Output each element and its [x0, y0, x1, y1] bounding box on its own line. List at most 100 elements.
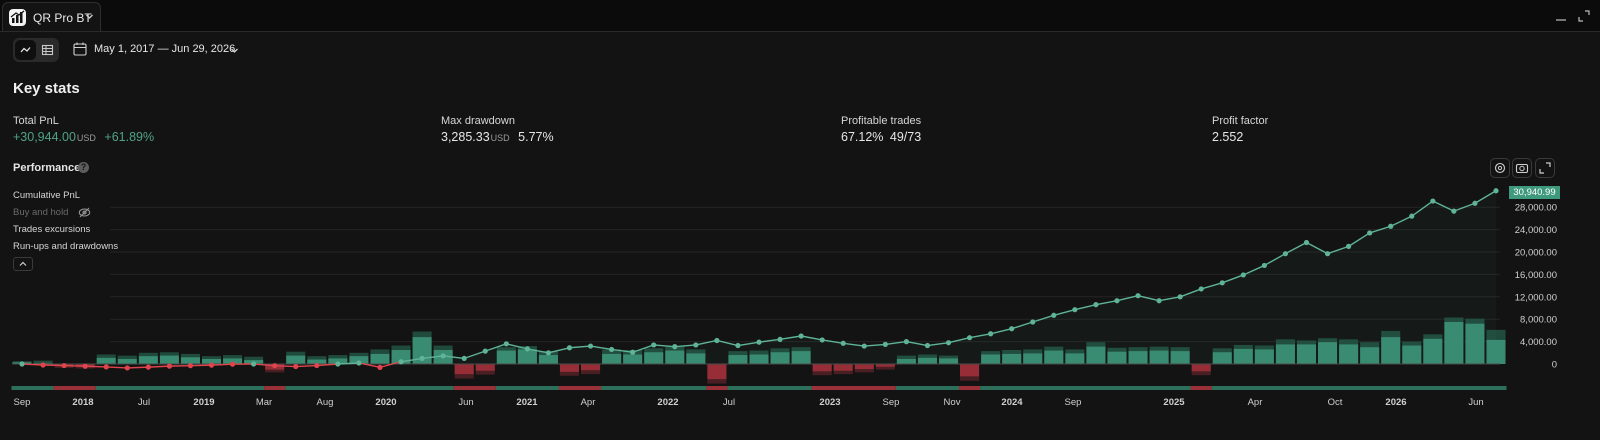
trade-strip-segment — [495, 386, 559, 390]
trade-excursion-bar — [1423, 338, 1443, 364]
trade-excursion-bar — [1254, 349, 1274, 364]
tab-qr-pro-bt[interactable]: QR Pro BT — [2, 2, 101, 31]
trade-excursion-bar — [707, 364, 727, 380]
cumulative-line-segment — [1306, 241, 1328, 255]
cumulative-point — [1324, 251, 1331, 257]
cumulative-point — [461, 355, 467, 361]
cumulative-point — [1451, 208, 1457, 214]
cumulative-line-segment — [674, 344, 696, 348]
max-drawdown-label: Max drawdown — [441, 115, 515, 127]
trade-strip-segment — [53, 386, 96, 390]
gear-icon — [1494, 162, 1506, 174]
trade-excursion-bar — [665, 350, 685, 364]
cumulative-point — [293, 363, 299, 370]
minimize-icon[interactable] — [1553, 8, 1569, 24]
cumulative-point — [1114, 298, 1120, 304]
cumulative-line-segment — [274, 364, 296, 368]
cumulative-point — [651, 342, 657, 348]
trade-strip-segment — [453, 386, 496, 390]
trade-strip-segment — [727, 386, 812, 390]
settings-button[interactable] — [1490, 158, 1510, 178]
table-view-button[interactable] — [37, 40, 58, 60]
cumulative-line-segment — [485, 343, 507, 352]
cumulative-point — [314, 362, 320, 369]
trade-excursion-bar — [938, 358, 959, 364]
x-tick-label: 2024 — [1001, 397, 1023, 408]
trade-excursion-bar — [286, 355, 306, 364]
cumulative-point — [1409, 213, 1415, 219]
cumulative-line-segment — [822, 339, 844, 344]
cumulative-point — [1135, 293, 1141, 299]
cumulative-point — [208, 362, 215, 368]
cumulative-point — [482, 348, 488, 354]
cumulative-point — [124, 365, 130, 371]
trade-excursion-bar — [1023, 353, 1043, 364]
x-tick-label: Apr — [1248, 397, 1263, 408]
help-icon[interactable]: ? — [78, 162, 89, 173]
trade-excursion-bar — [201, 358, 222, 364]
trade-excursion-bar — [1296, 344, 1317, 364]
view-toggle — [13, 38, 59, 62]
cumulative-line-segment — [1327, 245, 1349, 255]
trade-excursion-bar — [559, 364, 580, 372]
cumulative-line-segment — [1432, 200, 1455, 212]
chevron-down-icon[interactable] — [85, 12, 94, 21]
trade-excursion-bar — [328, 358, 348, 364]
cumulative-point — [19, 361, 25, 367]
profit-factor-value: 2.552 — [1212, 130, 1244, 144]
cumulative-point — [356, 360, 362, 366]
snapshot-button[interactable] — [1512, 158, 1532, 178]
maximize-icon[interactable] — [1576, 8, 1592, 24]
trade-excursion-bar — [1170, 351, 1190, 364]
cumulative-line-segment — [1348, 232, 1371, 247]
cumulative-line-segment — [211, 363, 233, 366]
calendar-icon — [73, 42, 87, 56]
cumulative-point — [419, 355, 425, 361]
trade-excursion-bar — [728, 355, 748, 364]
cumulative-point — [903, 339, 910, 345]
cumulative-line-segment — [1411, 200, 1434, 217]
trade-excursion-bar — [517, 349, 537, 364]
collapse-legend-button[interactable] — [13, 257, 33, 271]
trade-excursion-bar — [1339, 344, 1359, 364]
fullscreen-button[interactable] — [1535, 158, 1555, 178]
y-tick-label: 24,000.00 — [1515, 225, 1557, 236]
x-tick-label: Mar — [256, 397, 272, 408]
cumulative-point — [1472, 200, 1478, 206]
trade-excursion-bar — [686, 353, 706, 364]
cumulative-line-segment — [737, 341, 760, 347]
trade-strip-segment — [1190, 386, 1212, 390]
cumulative-line-segment — [400, 357, 423, 363]
cumulative-line-segment — [295, 364, 317, 368]
trade-excursion-bar — [581, 364, 601, 371]
cumulative-point — [630, 349, 636, 355]
chevron-down-icon — [231, 48, 238, 53]
legend-runups-drawdowns[interactable]: Run-ups and drawdowns — [13, 241, 119, 252]
trade-excursion-bar — [138, 356, 158, 364]
x-tick-label: 2019 — [193, 397, 214, 408]
cumulative-line-segment — [443, 355, 465, 360]
cumulative-point — [335, 361, 341, 367]
y-tick-label: 20,000.00 — [1515, 248, 1557, 259]
cumulative-point — [524, 346, 530, 352]
cumulative-point — [1219, 280, 1225, 286]
cumulative-line-segment — [800, 335, 823, 341]
cumulative-line-segment — [1116, 294, 1139, 302]
cumulative-point — [840, 340, 846, 346]
legend-cumulative-pnl[interactable]: Cumulative PnL — [13, 190, 81, 201]
legend-buy-and-hold[interactable]: Buy and hold — [13, 207, 69, 218]
x-tick-label: 2022 — [657, 397, 678, 408]
cumulative-point — [187, 363, 194, 369]
trade-excursion-bar — [223, 358, 243, 364]
key-stats-title: Key stats — [13, 80, 80, 97]
eye-off-icon[interactable] — [78, 207, 91, 218]
line-chart-view-button[interactable] — [15, 40, 36, 60]
trade-excursion-bar — [1086, 346, 1106, 364]
x-tick-label: Aug — [317, 397, 334, 408]
cumulative-line-segment — [1011, 321, 1033, 330]
legend-trades-excursions[interactable]: Trades excursions — [13, 224, 91, 235]
trade-excursion-bar — [180, 357, 200, 364]
cumulative-point — [1493, 188, 1499, 194]
expand-icon — [1539, 162, 1551, 174]
